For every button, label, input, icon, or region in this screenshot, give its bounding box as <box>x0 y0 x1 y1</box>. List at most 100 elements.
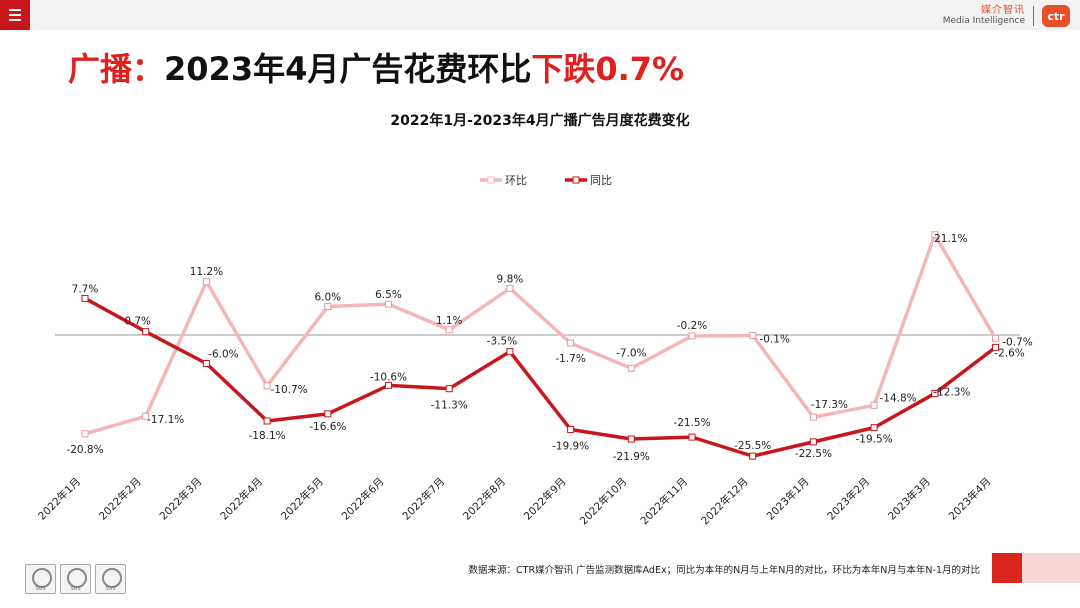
data-label: 0.7% <box>124 316 151 328</box>
data-point <box>749 452 757 460</box>
data-point <box>931 389 939 397</box>
x-tick-label: 2023年1月 <box>764 475 812 523</box>
data-point <box>324 410 332 418</box>
data-point <box>385 381 392 389</box>
footer-accent-red <box>992 553 1022 583</box>
data-point <box>385 300 392 308</box>
data-label: -7.0% <box>616 347 646 359</box>
top-bar: 媒介智讯 Media Intelligence ctr <box>0 0 1080 30</box>
data-label: -2.6% <box>994 347 1024 359</box>
data-label: 6.0% <box>314 292 341 304</box>
data-point <box>202 278 210 286</box>
x-tick-label: 2022年3月 <box>157 475 205 523</box>
title-part-3: 下跌0.7% <box>531 50 685 88</box>
data-label: 21.1% <box>934 233 967 245</box>
data-label: -0.1% <box>759 333 789 345</box>
data-point <box>445 326 453 334</box>
legend-label-0: 环比 <box>505 174 527 187</box>
x-tick-label: 2022年7月 <box>400 475 448 523</box>
data-label: 7.7% <box>72 283 99 295</box>
data-point <box>931 231 939 239</box>
data-label: -0.2% <box>677 320 707 332</box>
x-tick-label: 2022年8月 <box>460 475 508 523</box>
x-tick-label: 2022年9月 <box>521 475 569 523</box>
data-label: 11.2% <box>190 266 223 278</box>
data-label: -19.9% <box>552 441 589 453</box>
data-label: -0.7% <box>1002 336 1032 348</box>
data-label: -16.6% <box>309 421 346 433</box>
legend-label-1: 同比 <box>590 174 612 187</box>
data-point <box>142 328 150 336</box>
data-point <box>627 364 635 372</box>
data-label: -11.3% <box>431 400 468 412</box>
data-point <box>506 284 514 292</box>
legend-marker-0 <box>487 176 495 184</box>
series-line-yoy <box>84 296 997 458</box>
x-tick-label: 2022年4月 <box>218 475 266 523</box>
certification-seals: SGS SGS SGS <box>25 564 126 594</box>
data-point <box>81 294 89 302</box>
data-label: -6.0% <box>208 349 238 361</box>
series-line-mom <box>84 233 998 436</box>
data-point <box>202 360 210 367</box>
data-point <box>567 339 575 347</box>
data-point <box>809 413 817 421</box>
brand: 媒介智讯 Media Intelligence ctr <box>943 4 1070 28</box>
data-label: 9.8% <box>497 273 524 285</box>
data-point <box>445 385 453 393</box>
data-point <box>992 334 999 342</box>
data-point <box>688 332 696 340</box>
data-label: -19.5% <box>856 434 893 446</box>
x-tick-label: 2023年3月 <box>885 475 933 523</box>
data-point <box>567 426 575 434</box>
data-label: -10.6% <box>370 371 407 383</box>
x-tick-label: 2023年2月 <box>825 475 873 523</box>
brand-en: Media Intelligence <box>942 16 1025 26</box>
data-label: 6.5% <box>375 289 402 301</box>
source-note: 数据来源：CTR媒介智讯 广告监测数据库AdEx；同比为本年的N月与上年N月的对… <box>468 565 980 576</box>
data-point <box>263 417 271 425</box>
data-point <box>627 435 635 443</box>
x-tick-label: 2022年11月 <box>638 475 690 527</box>
menu-icon[interactable] <box>0 0 30 30</box>
data-label: 1.1% <box>436 315 463 327</box>
brand-cn: 媒介智讯 <box>981 5 1025 16</box>
x-tick-label: 2022年6月 <box>339 475 387 523</box>
title-part-1: 广播： <box>68 50 165 88</box>
sgs-seal-icon: SGS <box>25 564 56 594</box>
data-label: -3.5% <box>487 336 517 348</box>
data-label: -17.1% <box>147 414 184 426</box>
data-label: -1.7% <box>555 353 585 365</box>
line-chart: 环比 同比 -20.8% -17.1% 11.2% -10.7% 6.0% 6.5% 1.1% 9… <box>35 174 1032 527</box>
sgs-seal-icon: SGS <box>60 564 91 594</box>
data-point <box>506 348 514 356</box>
x-tick-label: 2022年5月 <box>278 475 326 523</box>
data-label: -21.9% <box>613 451 650 463</box>
data-point <box>142 412 150 420</box>
data-label: -25.5% <box>734 440 771 452</box>
sgs-seal-icon: SGS <box>95 564 126 594</box>
x-tick-label: 2022年10月 <box>577 475 629 527</box>
data-label: -20.8% <box>66 444 103 456</box>
seal-label: SGS <box>35 586 46 592</box>
ctr-logo-icon: ctr <box>1042 5 1070 27</box>
data-label: -22.5% <box>795 448 832 460</box>
data-point <box>992 343 999 351</box>
data-point <box>688 433 696 441</box>
data-point <box>324 303 332 310</box>
x-tick-label: 2022年2月 <box>96 475 144 523</box>
data-point <box>870 401 878 409</box>
legend-marker-1 <box>572 176 580 184</box>
data-label: -12.3% <box>933 386 970 398</box>
brand-divider <box>1033 6 1034 26</box>
seal-label: SGS <box>105 586 116 592</box>
data-point <box>263 382 271 390</box>
x-tick-label: 2023年4月 <box>946 475 994 523</box>
title-part-2: 2023年4月广告花费环比 <box>164 50 532 88</box>
x-tick-label: 2022年12月 <box>698 475 750 527</box>
page-title: 广播：2023年4月广告花费环比下跌0.7% <box>68 44 684 90</box>
data-point <box>81 430 89 438</box>
data-label: -14.8% <box>880 392 917 404</box>
footer-accent-pink <box>1022 553 1080 583</box>
data-point <box>809 438 817 446</box>
